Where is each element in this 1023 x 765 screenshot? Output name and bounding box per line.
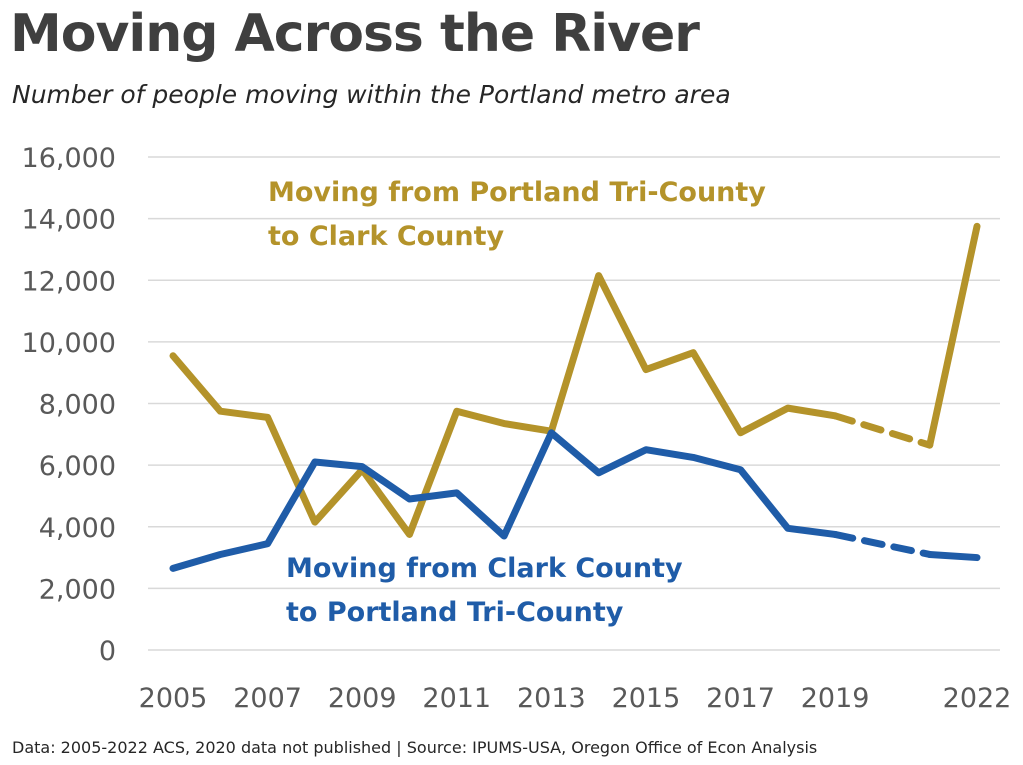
x-axis-ticks: 2005 2007 2009 2011 2013 2015 2017 2019 2022 — [139, 683, 1012, 714]
chart-subtitle: Number of people moving within the Portl… — [12, 80, 731, 109]
y-tick-label: 12,000 — [22, 266, 116, 297]
series-line-dashed — [831, 530, 934, 558]
series-line-dashed — [831, 412, 934, 449]
y-tick-label: 10,000 — [22, 328, 116, 359]
series-line-solid — [926, 222, 981, 449]
x-tick-label: 2005 — [139, 683, 208, 714]
y-tick-label: 16,000 — [22, 143, 116, 174]
x-tick-label: 2013 — [517, 683, 586, 714]
x-tick-label: 2022 — [943, 683, 1012, 714]
x-tick-label: 2011 — [422, 683, 491, 714]
y-tick-label: 8,000 — [39, 390, 116, 421]
y-tick-label: 4,000 — [39, 513, 116, 544]
chart-title: Moving Across the River — [10, 4, 700, 64]
y-tick-label: 6,000 — [39, 451, 116, 482]
y-tick-label: 14,000 — [22, 205, 116, 236]
y-axis-ticks: 0 2,000 4,000 6,000 8,000 10,000 12,000 14,000 1… — [22, 143, 116, 667]
series-lines — [169, 222, 981, 572]
y-tick-label: 2,000 — [39, 574, 116, 605]
series-labels: Moving from Portland Tri-County to Clark … — [268, 177, 766, 628]
series-line-solid — [926, 550, 981, 562]
x-tick-label: 2007 — [233, 683, 302, 714]
series-label: to Portland Tri-County — [286, 597, 624, 628]
series-tri-county-to-clark — [169, 222, 981, 538]
x-tick-label: 2015 — [612, 683, 681, 714]
x-tick-label: 2019 — [801, 683, 870, 714]
series-line-solid — [169, 429, 839, 572]
series-line-solid — [169, 272, 839, 538]
series-label: Moving from Clark County — [286, 553, 683, 584]
source-note: Data: 2005-2022 ACS, 2020 data not publi… — [12, 738, 818, 757]
series-label: to Clark County — [268, 221, 505, 252]
gridlines — [148, 156, 1000, 651]
y-tick-label: 0 — [99, 636, 116, 667]
series-clark-to-tri-county — [169, 429, 981, 572]
x-tick-label: 2017 — [706, 683, 775, 714]
series-label: Moving from Portland Tri-County — [268, 177, 766, 208]
x-tick-label: 2009 — [328, 683, 397, 714]
